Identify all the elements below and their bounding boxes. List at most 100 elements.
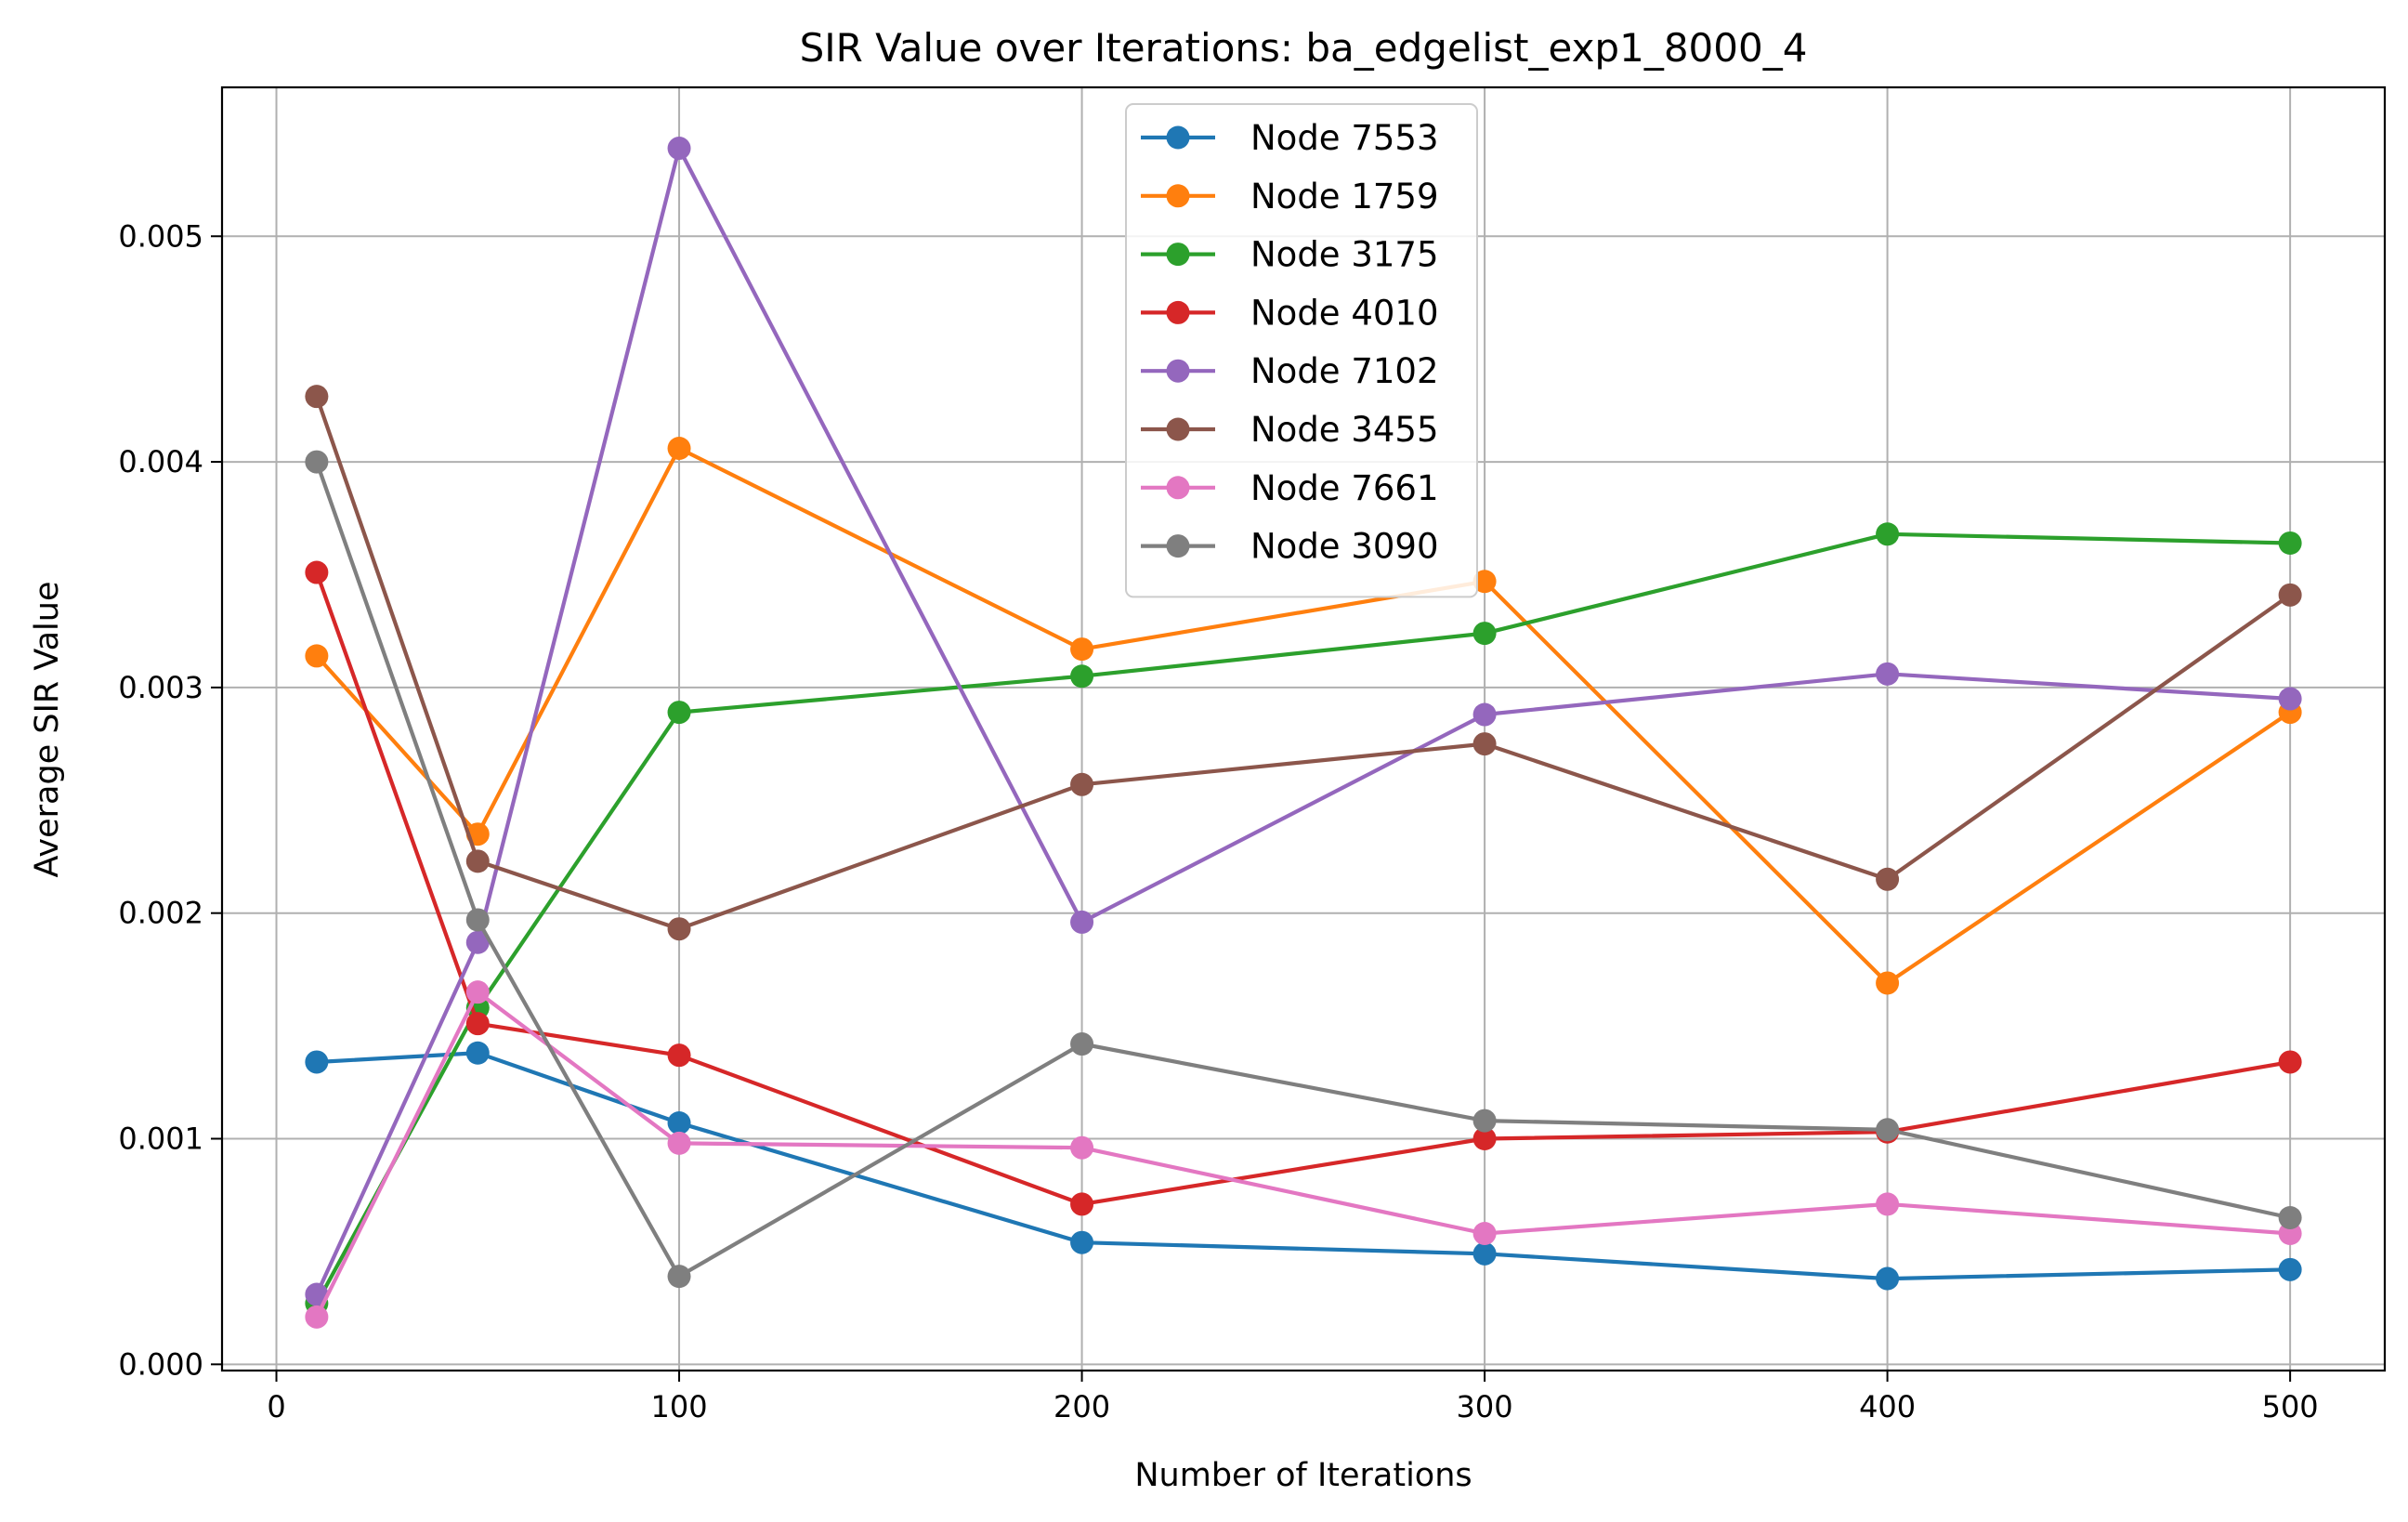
y-axis-label: Average SIR Value [29,582,66,878]
legend-label: Node 7553 [1250,118,1439,158]
y-tick-label: 0.003 [118,670,203,705]
legend-item: Node 1759 [1141,177,1439,216]
data-point [305,1050,329,1074]
x-tick-label: 0 [267,1389,285,1424]
y-tick-label: 0.002 [118,896,203,931]
data-point [2278,1205,2302,1229]
data-point [1472,622,1497,646]
x-tick-label: 500 [2262,1389,2319,1424]
x-axis-label: Number of Iterations [1134,1457,1472,1494]
series-node-7553 [305,1041,2302,1291]
legend-marker [1166,243,1190,267]
series-node-3090 [305,450,2302,1289]
data-point [1070,910,1094,934]
legend-marker [1166,417,1190,441]
series-node-7102 [305,137,2302,1306]
legend-label: Node 7661 [1250,468,1439,508]
data-point [1472,1221,1497,1245]
y-tick-label: 0.005 [118,218,203,254]
data-point [667,1265,691,1289]
legend-marker [1166,300,1190,324]
legend-item: Node 7102 [1141,351,1439,391]
x-tick-label: 200 [1054,1389,1110,1424]
data-point [465,849,490,873]
legend-item: Node 3175 [1141,235,1439,275]
data-point [667,701,691,725]
legend-marker [1166,125,1190,150]
y-tick-label: 0.004 [118,444,203,479]
data-point [667,1131,691,1155]
data-point [1876,1118,1900,1142]
data-point [1070,772,1094,796]
data-point [2278,687,2302,711]
data-point [465,1012,490,1036]
data-point [1472,1109,1497,1133]
series-layer [305,137,2302,1329]
data-point [1472,732,1497,756]
legend-item: Node 3455 [1141,410,1439,450]
data-point [465,930,490,954]
data-point [1070,637,1094,662]
data-point [1472,1127,1497,1151]
legend-marker [1166,184,1190,208]
series-node-3455 [305,385,2302,941]
data-point [667,1043,691,1068]
data-point [465,908,490,932]
data-point [1876,1192,1900,1216]
legend: Node 7553 Node 1759 Node 3175 Node 4010 Node… [1125,103,1478,598]
x-tick-label: 100 [651,1389,708,1424]
legend-label: Node 7102 [1250,351,1439,391]
data-point [1472,1241,1497,1266]
chart-title: SIR Value over Iterations: ba_edgelist_e… [800,25,1808,71]
data-point [465,1041,490,1065]
legend-box [1125,103,1478,598]
data-point [667,917,691,941]
data-point [1070,1192,1094,1216]
y-axis: 0.000 0.001 0.002 0.003 0.004 0.005 [118,218,222,1382]
data-point [2278,531,2302,555]
data-point [305,1282,329,1306]
legend-label: Node 3455 [1250,410,1439,450]
data-point [1472,570,1497,594]
legend-label: Node 3175 [1250,235,1439,275]
legend-label: Node 3090 [1250,527,1439,567]
data-point [1876,522,1900,546]
data-point [1472,702,1497,727]
series-node-3175 [305,522,2302,1316]
data-point [305,644,329,668]
data-point [2278,583,2302,607]
x-tick-label: 300 [1457,1389,1513,1424]
data-point [1070,1230,1094,1254]
data-point [1070,1135,1094,1160]
data-point [305,560,329,584]
x-tick-label: 400 [1859,1389,1916,1424]
data-point [667,137,691,161]
y-tick-label: 0.001 [118,1122,203,1157]
y-tick-label: 0.000 [118,1346,203,1382]
legend-item: Node 7553 [1141,118,1439,158]
data-point [305,385,329,409]
legend-marker [1166,534,1190,558]
data-point [1876,662,1900,686]
x-axis: 0 100 200 300 400 500 [267,1371,2319,1424]
data-point [667,1111,691,1135]
data-point [2278,1050,2302,1074]
legend-marker [1166,359,1190,383]
plot-frame [220,85,2387,1372]
series-node-1759 [305,437,2302,995]
data-point [2278,1257,2302,1281]
legend-marker [1166,476,1190,500]
legend-label: Node 1759 [1250,177,1439,216]
legend-item: Node 3090 [1141,527,1439,567]
data-point [1070,1032,1094,1056]
data-point [1876,971,1900,995]
data-point [305,1305,329,1329]
data-point [305,450,329,474]
data-point [1876,867,1900,891]
data-point [667,437,691,461]
data-point [1070,664,1094,689]
legend-item: Node 4010 [1141,293,1439,333]
legend-item: Node 7661 [1141,468,1439,508]
data-point [465,980,490,1004]
